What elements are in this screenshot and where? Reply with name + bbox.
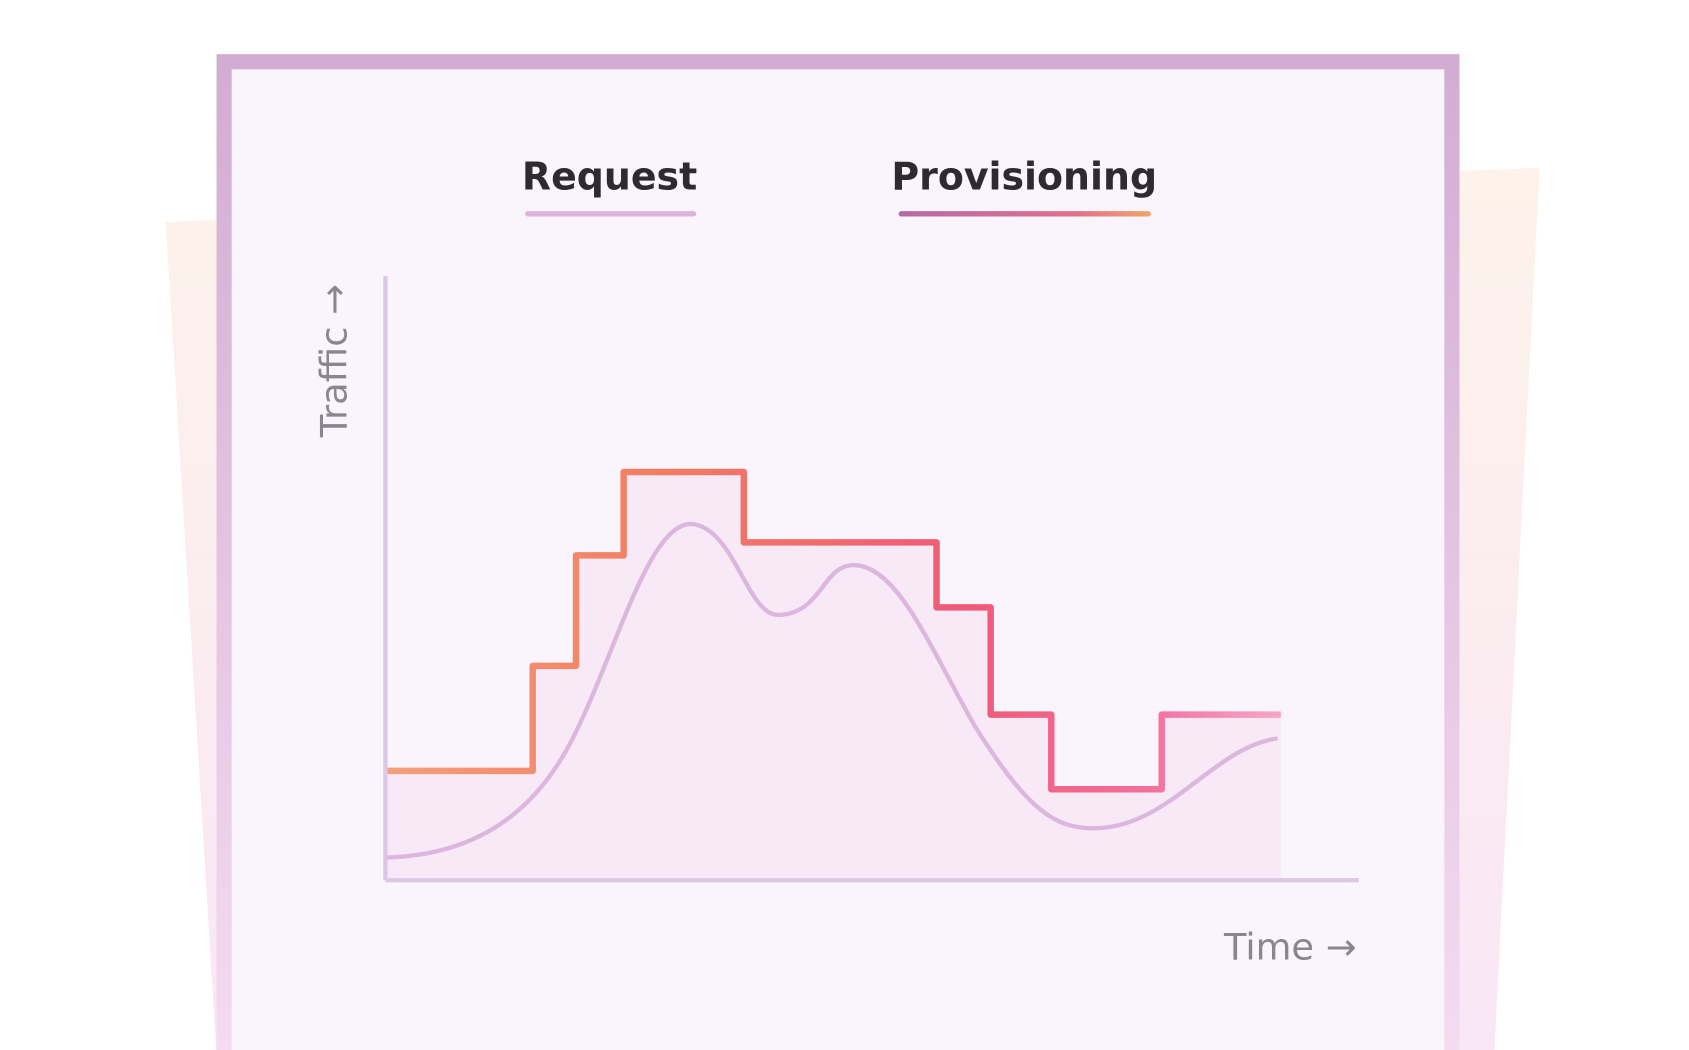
area [384,472,1281,881]
x-axis-label: Time → [1223,925,1357,968]
tab-underline [898,211,1151,217]
scaled-layer: Request Provisioning Traffic → Time → [165,54,1540,1050]
y-axis-label: Traffic → [312,284,355,438]
tab-underline [525,211,697,217]
tab-request[interactable]: Request [522,154,697,198]
request-curve [385,521,1278,860]
tab-provisioning[interactable]: Provisioning [891,154,1157,198]
provisioning-step [384,468,1281,793]
